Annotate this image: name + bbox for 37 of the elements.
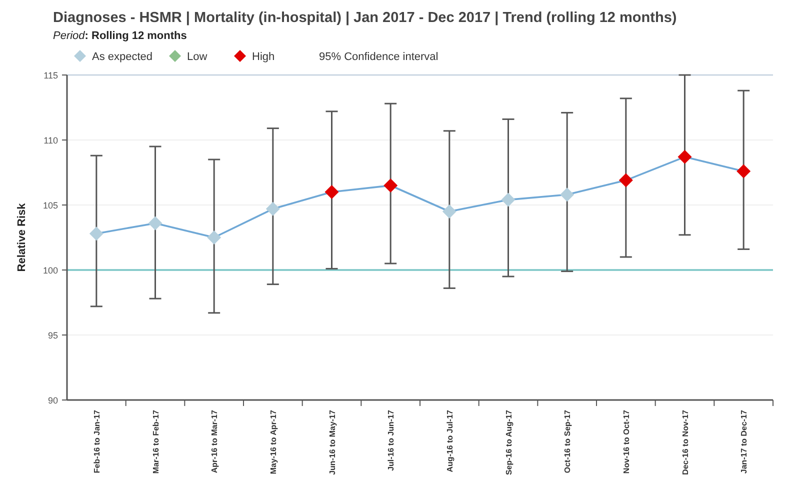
point	[678, 150, 692, 164]
x-tick-label: Sep-16 to Aug-17	[504, 409, 514, 476]
legend-label: High	[252, 51, 275, 63]
x-tick-label: Aug-16 to Jul-17	[445, 409, 454, 472]
chart-title: Diagnoses - HSMR | Mortality (in-hospital) | Jan 2017 - Dec 2017 | Trend (rolling 12 months)	[53, 10, 677, 26]
point	[560, 188, 574, 202]
legend-label: As expected	[92, 51, 153, 63]
point	[89, 226, 104, 241]
y-tick-label: 90	[48, 396, 58, 406]
y-tick-label: 110	[44, 136, 58, 146]
point	[736, 164, 751, 178]
point	[266, 202, 280, 216]
y-axis-title: Relative Risk	[16, 202, 28, 272]
x-tick-label: Jun-16 to May-17	[328, 409, 337, 475]
x-tick-label: Feb-16 to Jan-17	[92, 409, 102, 474]
y-tick-label: 95	[48, 330, 58, 340]
chart-subtitle: Period: Rolling 12 months	[53, 30, 187, 42]
point	[207, 230, 222, 244]
x-tick-label: Nov-16 to Oct-17	[622, 409, 631, 474]
point	[501, 192, 516, 207]
x-tick-label: Dec-16 to Nov-17	[680, 409, 690, 475]
y-tick-label: 100	[42, 266, 58, 276]
point	[442, 204, 456, 218]
x-tick-label: Apr-16 to Mar-17	[210, 409, 220, 474]
x-tick-label: Jan-17 to Dec-17	[740, 409, 749, 474]
y-tick-label: 105	[42, 200, 58, 210]
text: 95% Confidence interval	[319, 51, 438, 63]
x-tick-label: Oct-16 to Sep-17	[563, 409, 572, 474]
point	[618, 173, 633, 188]
point	[148, 216, 162, 230]
point	[384, 178, 398, 192]
legend-label: Low	[187, 51, 208, 63]
y-tick-label: 115	[44, 70, 58, 80]
x-tick-label: Mar-16 to Feb-17	[151, 409, 160, 474]
x-tick-label: Jul-16 to Jun-17	[386, 409, 396, 471]
point	[324, 185, 339, 199]
x-tick-label: May-16 to Apr-17	[268, 409, 278, 474]
